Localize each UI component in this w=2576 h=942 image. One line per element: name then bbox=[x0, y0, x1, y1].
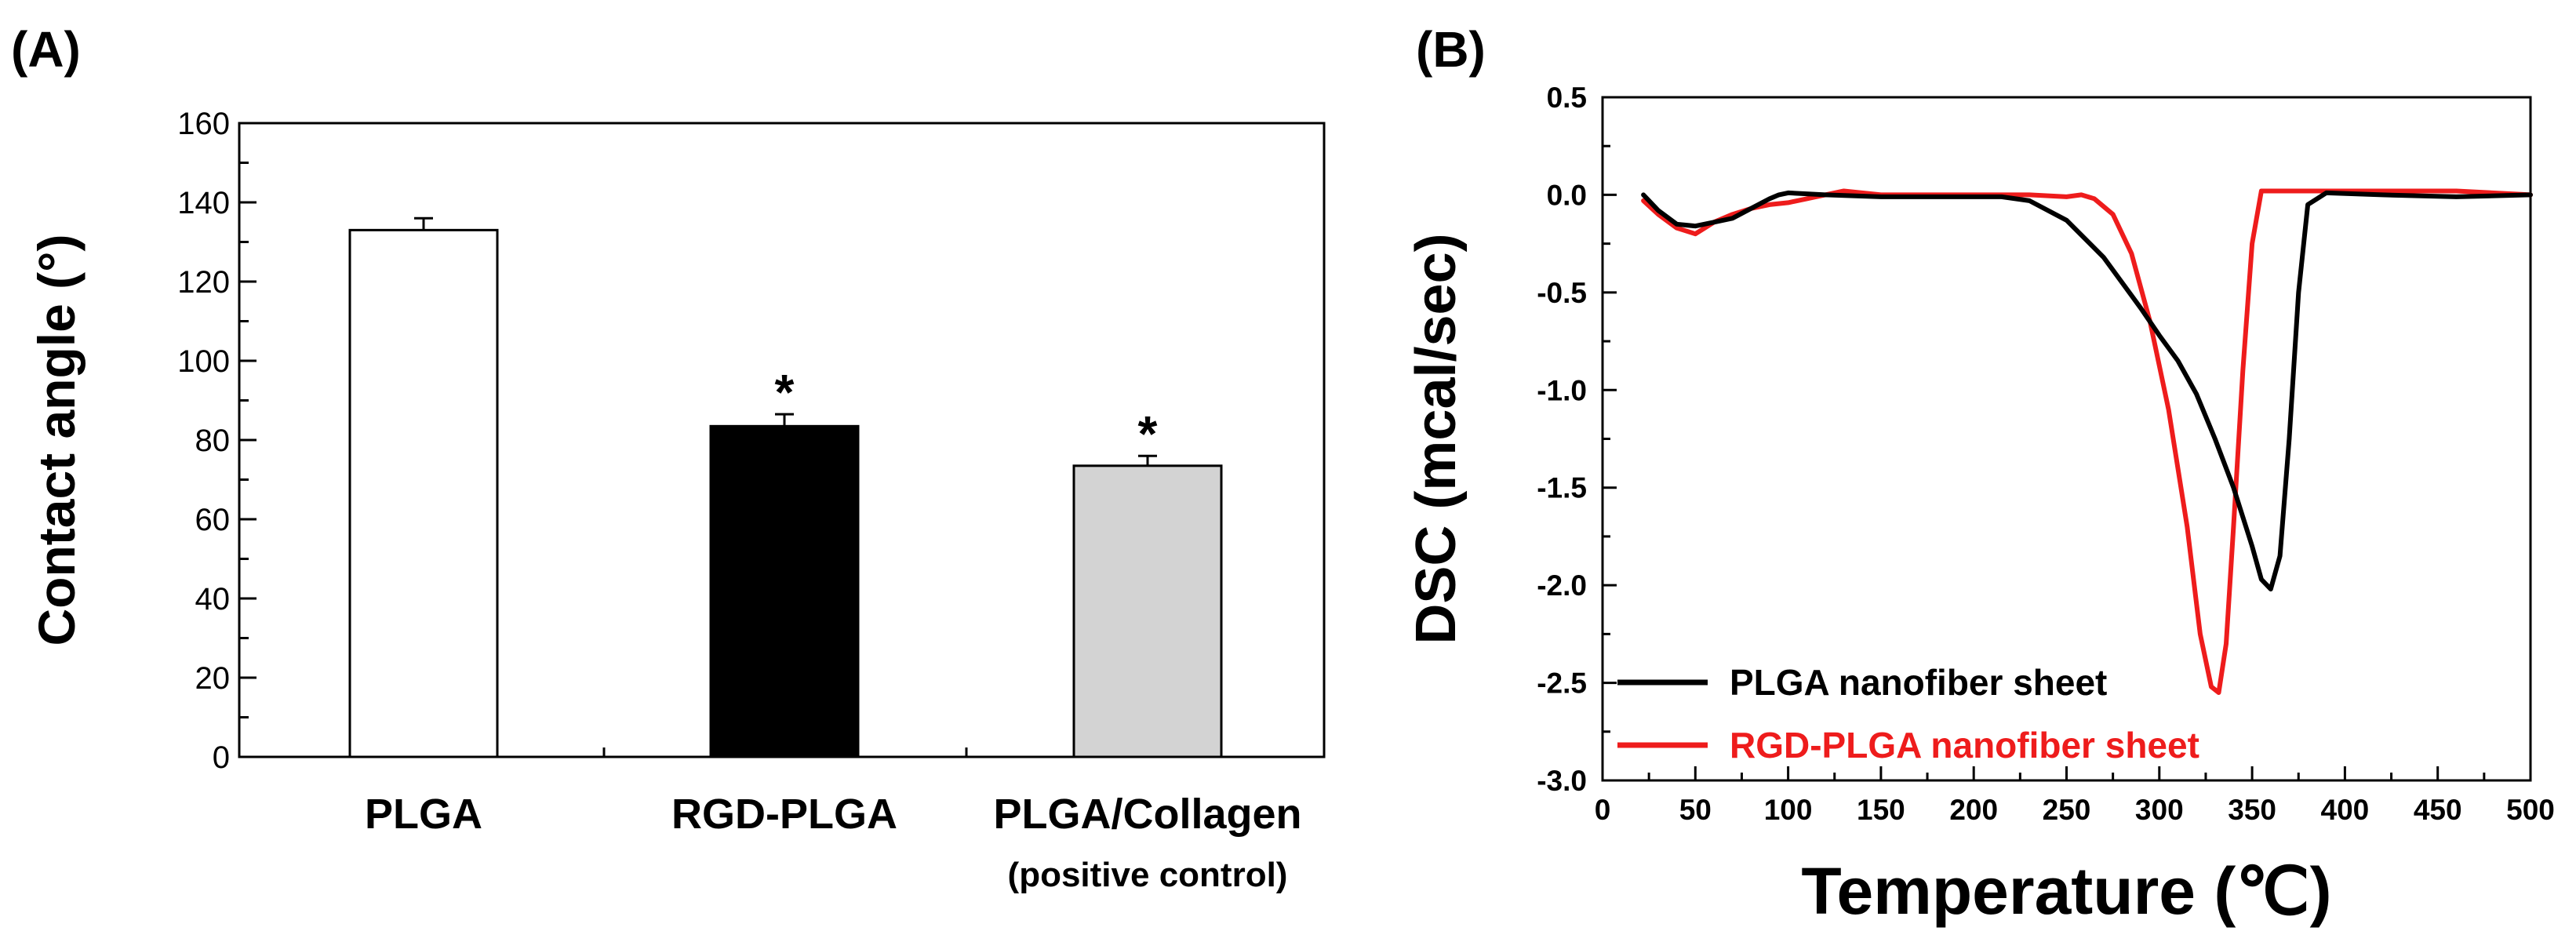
y-tick-label: -3.0 bbox=[1537, 765, 1587, 797]
y-tick-label: -1.0 bbox=[1537, 374, 1587, 406]
x-tick-label: 500 bbox=[2506, 794, 2555, 826]
legend-label: PLGA nanofiber sheet bbox=[1730, 662, 2107, 703]
significance-marker: * bbox=[775, 364, 795, 420]
y-tick-label: 80 bbox=[195, 424, 231, 458]
bar bbox=[348, 228, 499, 758]
bar bbox=[709, 424, 860, 758]
category-sublabel: (positive control) bbox=[1008, 856, 1288, 894]
x-tick-label: 50 bbox=[1679, 794, 1712, 826]
y-tick-label: 0.0 bbox=[1547, 179, 1587, 211]
significance-marker: * bbox=[1138, 406, 1158, 462]
y-tick-label: -2.0 bbox=[1537, 569, 1587, 602]
y-tick-label: 0.5 bbox=[1547, 82, 1587, 114]
y-tick-label: 140 bbox=[177, 186, 230, 220]
y-tick-label: 120 bbox=[177, 265, 230, 300]
x-tick-label: 300 bbox=[2135, 794, 2184, 826]
x-tick-label: 0 bbox=[1595, 794, 1611, 826]
x-tick-label: 150 bbox=[1857, 794, 1905, 826]
y-tick-label: 60 bbox=[195, 503, 231, 537]
y-tick-label: 100 bbox=[177, 344, 230, 379]
panel-a-plot-area: 0 20 40 60 80 100 120 140 160 Contact angle (°) PL… bbox=[27, 107, 1326, 894]
panel-a-label: (A) bbox=[11, 21, 81, 78]
panel-b-plot-area: 0 50 100 150 200 250 300 350 400 450 500 0.5 0.0 -0.5… bbox=[1405, 82, 2555, 928]
series-line bbox=[1641, 188, 2533, 695]
x-tick-label: 350 bbox=[2228, 794, 2276, 826]
y-tick-label: 160 bbox=[177, 107, 230, 141]
category-label: PLGA bbox=[365, 791, 482, 838]
x-tick-label: 100 bbox=[1764, 794, 1813, 826]
y-axis-title: Contact angle (°) bbox=[27, 234, 86, 646]
panel-b-label: (B) bbox=[1416, 21, 1486, 78]
y-tick-label: -2.5 bbox=[1537, 667, 1587, 700]
panel-b: (B) 0 50 100 150 200 250 300 350 400 450 500 0.5 0.0… bbox=[1405, 21, 2555, 928]
y-tick-label: -1.5 bbox=[1537, 472, 1587, 504]
x-tick-label: 200 bbox=[1949, 794, 1998, 826]
panel-a: (A) 0 20 40 60 80 100 120 140 160 Contact angle (… bbox=[11, 21, 1326, 894]
x-tick-label: 400 bbox=[2321, 794, 2370, 826]
bar bbox=[1072, 464, 1223, 758]
x-tick-label: 250 bbox=[2043, 794, 2091, 826]
category-label: PLGA/Collagen bbox=[993, 791, 1301, 838]
y-axis-title: DSC (mcal/sec) bbox=[1405, 233, 1468, 644]
y-tick-label: 20 bbox=[195, 661, 231, 696]
x-axis-title: Temperature (℃) bbox=[1801, 854, 2331, 928]
y-tick-label: 40 bbox=[195, 582, 231, 616]
y-tick-label: -0.5 bbox=[1537, 277, 1587, 309]
category-label: RGD-PLGA bbox=[671, 791, 897, 838]
x-tick-label: 450 bbox=[2414, 794, 2462, 826]
legend-label: RGD-PLGA nanofiber sheet bbox=[1730, 725, 2199, 766]
y-tick-label: 0 bbox=[213, 740, 230, 775]
series-line bbox=[1641, 190, 2533, 592]
